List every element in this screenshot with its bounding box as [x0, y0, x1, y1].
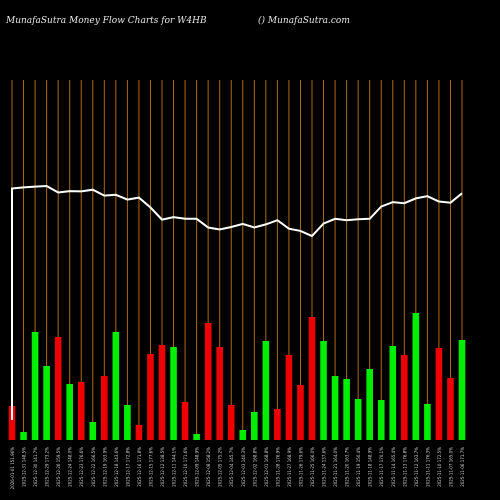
x-tick-label: 2025-11-18 148.9%	[368, 447, 373, 487]
money-flow-bar	[8, 406, 16, 440]
x-tick-label: 2025-12-01 168.8%	[264, 447, 269, 487]
money-flow-bar	[43, 366, 50, 440]
money-flow-bar	[447, 378, 454, 440]
x-tick-label: 2025-12-08 158.2%	[206, 447, 211, 487]
money-flow-bar	[389, 346, 397, 440]
money-flow-bar	[343, 379, 350, 440]
money-flow-bar	[181, 402, 189, 440]
money-flow-bar	[366, 369, 373, 440]
money-flow-bar	[285, 355, 293, 440]
x-tick-label: 2025-11-26 179.6%	[299, 447, 304, 487]
money-flow-bar	[401, 355, 408, 440]
money-flow-bar	[239, 430, 247, 440]
money-flow-bar	[424, 404, 431, 440]
x-tick-label: 2025-12-05 175.2%	[218, 447, 223, 487]
x-tick-label: 2025-12-16 171.8%	[137, 447, 142, 487]
x-tick-label: 2025-12-17 172.8%	[125, 447, 130, 487]
money-flow-bar	[331, 376, 339, 440]
money-flow-bar	[101, 376, 108, 440]
x-tick-label: 2025-12-18 143.6%	[114, 447, 119, 487]
x-tick-label: 2025-11-10 172.5%	[437, 447, 442, 487]
money-flow-bar	[54, 337, 62, 440]
price-line	[11, 184, 463, 420]
money-flow-bar	[147, 354, 154, 440]
money-flow-bar	[308, 317, 316, 440]
x-tick-label: 2025-11-19 150.4%	[356, 447, 361, 487]
money-flow-bar	[297, 385, 304, 440]
x-tick-label: 2025-12-15 177.6%	[149, 447, 154, 487]
chart-header-left: MunafaSutra Money Flow Charts for W4HB	[6, 16, 207, 26]
money-flow-bar	[77, 382, 85, 440]
x-tick-label: 2025-11-17 170.1%	[379, 447, 384, 487]
money-flow-bar	[20, 432, 27, 440]
x-tick-label: 2025-12-09 148.9%	[195, 447, 200, 487]
x-tick-label: 2025-12-02 168.8%	[252, 447, 257, 487]
money-flow-bar	[170, 347, 177, 440]
x-tick-label: 2025-11-06 171.7%	[460, 447, 465, 487]
x-tick-label: 2025-12-04 145.7%	[229, 447, 234, 487]
money-flow-bar	[262, 341, 270, 440]
x-tick-label: 2025-11-25 166.0%	[310, 447, 315, 487]
money-flow-bar	[216, 347, 223, 440]
x-tick-label: 2025-12-10 171.6%	[183, 447, 188, 487]
x-tick-label: 2025-11-20 163.7%	[345, 447, 350, 487]
x-tick-label: 2025-12-30 141.7%	[33, 447, 38, 487]
money-flow-bar	[193, 434, 200, 440]
money-flow-bar	[89, 422, 97, 440]
money-flow-bar	[251, 412, 258, 440]
x-tick-label: 2025-12-19 163.9%	[102, 447, 107, 487]
x-tick-label: 2025-11-21 164.0%	[333, 447, 338, 487]
x-tick-label: 2025-11-07 165.0%	[449, 447, 454, 487]
money-flow-bar	[158, 345, 166, 440]
money-flow-bar	[124, 405, 131, 440]
money-flow-bar	[320, 341, 327, 440]
x-tick-label: 2025-12-31 148.5%	[22, 447, 27, 487]
x-tick-label: 2025-11-12 163.7%	[414, 447, 419, 487]
x-tick-label: 2025-11-14 165.4%	[391, 447, 396, 487]
money-flow-bar	[227, 405, 235, 440]
money-flow-bar	[412, 313, 420, 440]
money-flow-bar	[31, 332, 39, 440]
x-tick-label: 2025-11-24 137.6%	[322, 447, 327, 487]
x-tick-label: 2025-12-26 159.5%	[56, 447, 61, 487]
money-flow-bar	[435, 348, 443, 440]
money-flow-bar	[135, 425, 143, 440]
x-tick-label: 2025-11-27 168.9%	[287, 447, 292, 487]
money-flow-bar	[458, 340, 466, 440]
x-tick-label: 2025-12-23 176.6%	[79, 447, 84, 487]
x-tick-label: 2025-11-11 176.3%	[425, 447, 430, 487]
x-tick-label: 2025-12-12 138.5%	[160, 447, 165, 487]
x-tick-label: 2025-11-13 176.8%	[402, 447, 407, 487]
money-flow-bar	[377, 400, 385, 440]
x-tick-label: 2026-01-01 151.96%	[10, 447, 15, 490]
x-tick-label: 2025-12-22 166.5%	[91, 447, 96, 487]
money-flow-bar	[274, 409, 281, 440]
chart-header-right: () MunafaSutra.com	[258, 16, 350, 26]
x-tick-label: 2025-12-29 173.2%	[45, 447, 50, 487]
x-tick-label: 2025-12-03 140.3%	[241, 447, 246, 487]
money-flow-bar	[354, 399, 362, 440]
x-tick-label: 2025-12-11 144.1%	[172, 447, 177, 487]
money-flow-bar	[204, 323, 212, 440]
money-flow-bar	[66, 384, 73, 440]
money-flow-bar	[112, 332, 120, 440]
x-tick-label: 2025-12-24 148.0%	[68, 447, 73, 487]
x-tick-label: 2025-11-28 176.9%	[275, 447, 280, 487]
